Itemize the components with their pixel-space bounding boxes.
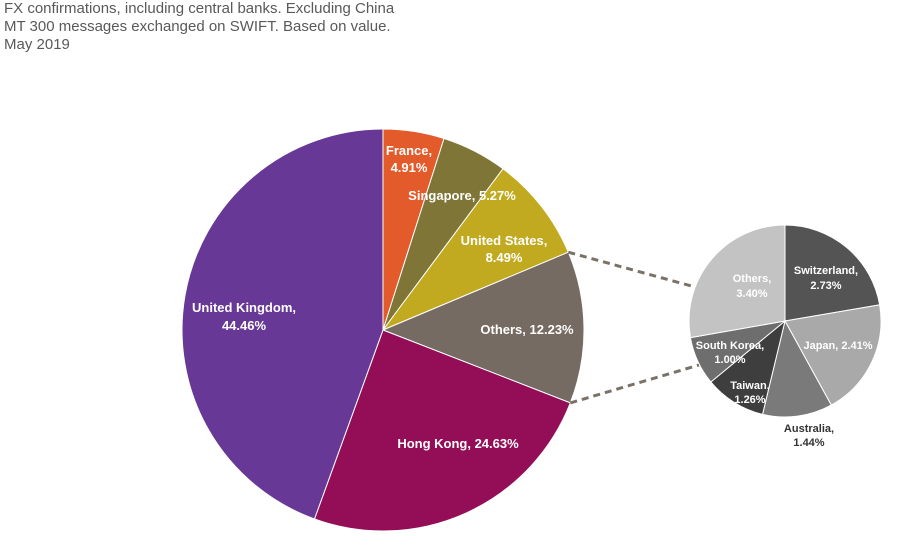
secondary-slice-switzerland: [784, 224, 881, 322]
main-data-label-france: France, 4.91%: [386, 143, 432, 175]
secondary-data-label-australia: Australia, 1.44%: [784, 423, 834, 449]
secondary-data-label-taiwan: Taiwan, 1.26%: [730, 380, 770, 406]
main-slice-united-kingdom: [181, 128, 384, 520]
main-data-label-united-kingdom: United Kingdom, 44.46%: [192, 300, 296, 333]
secondary-data-label-south-korea: South Korea, 1.00%: [696, 340, 764, 366]
main-data-label-singapore: Singapore, 5.27%: [408, 188, 516, 203]
caption-line-2: MT 300 messages exchanged on SWIFT. Base…: [4, 18, 391, 35]
chart-caption: FX confirmations, including central bank…: [4, 0, 464, 54]
caption-line-3: May 2019: [4, 36, 70, 53]
caption-line-1: FX confirmations, including central bank…: [4, 0, 395, 17]
secondary-pie: Switzerland, 2.73% Japan, 2.41% Australia, 1…: [688, 224, 882, 449]
connector-line-top: [567, 250, 696, 289]
secondary-data-label-switzerland: Switzerland, 2.73%: [794, 265, 858, 292]
main-slice-others: [381, 251, 585, 404]
secondary-slice-japan: [784, 304, 882, 406]
main-data-label-hong-kong: Hong Kong, 24.63%: [397, 436, 519, 451]
main-slice-hong-kong: [313, 329, 571, 532]
secondary-data-label-japan: Japan, 2.41%: [803, 340, 872, 352]
main-data-label-others: Others, 12.23%: [480, 322, 574, 337]
connector-lines: [567, 250, 700, 405]
main-slice-united-states: [381, 168, 569, 332]
main-data-label-united-states: United States, 8.49%: [461, 233, 548, 265]
connector-line-bottom: [569, 363, 700, 405]
secondary-slice-others: [688, 224, 786, 339]
main-pie: France, 4.91% Singapore, 5.27% United State…: [181, 128, 585, 532]
secondary-data-label-others: Others, 3.40%: [733, 273, 772, 300]
